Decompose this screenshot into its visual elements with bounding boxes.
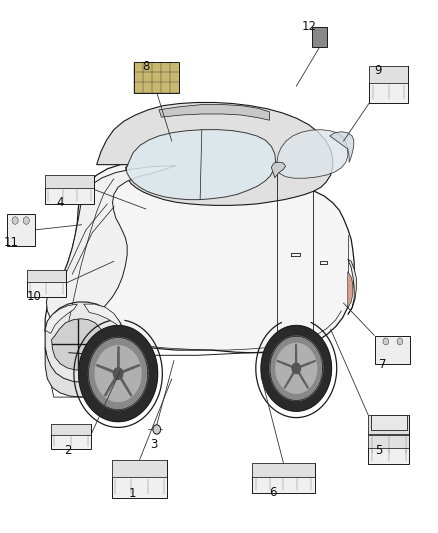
FancyBboxPatch shape — [368, 435, 409, 464]
Text: 4: 4 — [57, 196, 64, 209]
FancyBboxPatch shape — [312, 27, 327, 46]
FancyBboxPatch shape — [45, 175, 94, 204]
Polygon shape — [276, 343, 317, 393]
Polygon shape — [45, 161, 354, 353]
Text: 10: 10 — [27, 290, 42, 303]
Text: 8: 8 — [142, 60, 150, 74]
Polygon shape — [261, 326, 332, 411]
Polygon shape — [330, 132, 354, 163]
FancyBboxPatch shape — [134, 62, 179, 93]
FancyBboxPatch shape — [369, 67, 408, 103]
Polygon shape — [348, 259, 357, 314]
Text: 11: 11 — [4, 237, 18, 249]
Polygon shape — [113, 368, 123, 379]
Polygon shape — [88, 337, 148, 410]
FancyBboxPatch shape — [50, 424, 91, 435]
FancyBboxPatch shape — [368, 415, 409, 434]
FancyBboxPatch shape — [369, 67, 408, 83]
Polygon shape — [272, 162, 286, 177]
FancyBboxPatch shape — [45, 175, 94, 188]
Polygon shape — [45, 302, 125, 384]
Polygon shape — [348, 272, 353, 308]
Text: 6: 6 — [269, 486, 276, 499]
Polygon shape — [84, 304, 124, 332]
Polygon shape — [277, 130, 348, 178]
Text: 3: 3 — [150, 438, 157, 450]
Polygon shape — [126, 130, 276, 200]
FancyBboxPatch shape — [368, 435, 409, 448]
Text: 12: 12 — [302, 20, 317, 33]
FancyBboxPatch shape — [112, 461, 167, 477]
Polygon shape — [79, 326, 158, 422]
Polygon shape — [46, 166, 176, 323]
FancyBboxPatch shape — [50, 424, 91, 449]
Circle shape — [397, 338, 403, 345]
FancyBboxPatch shape — [27, 270, 66, 297]
Polygon shape — [95, 346, 141, 401]
Text: 1: 1 — [128, 487, 136, 500]
Text: 9: 9 — [374, 64, 381, 77]
FancyBboxPatch shape — [375, 336, 410, 365]
Text: 2: 2 — [64, 444, 72, 457]
Text: 7: 7 — [379, 358, 387, 370]
Circle shape — [23, 217, 29, 224]
Circle shape — [383, 338, 389, 345]
Polygon shape — [45, 348, 124, 397]
Polygon shape — [45, 304, 78, 333]
Polygon shape — [270, 336, 323, 400]
Circle shape — [12, 217, 18, 224]
FancyBboxPatch shape — [368, 415, 409, 457]
FancyBboxPatch shape — [7, 214, 35, 246]
Text: 5: 5 — [375, 444, 382, 457]
Polygon shape — [292, 363, 300, 374]
FancyBboxPatch shape — [252, 463, 314, 493]
Polygon shape — [52, 319, 105, 370]
Polygon shape — [97, 102, 333, 205]
FancyBboxPatch shape — [252, 463, 314, 477]
FancyBboxPatch shape — [27, 270, 66, 282]
FancyBboxPatch shape — [371, 415, 407, 430]
FancyBboxPatch shape — [112, 461, 167, 498]
Circle shape — [153, 425, 161, 434]
Polygon shape — [159, 104, 270, 120]
